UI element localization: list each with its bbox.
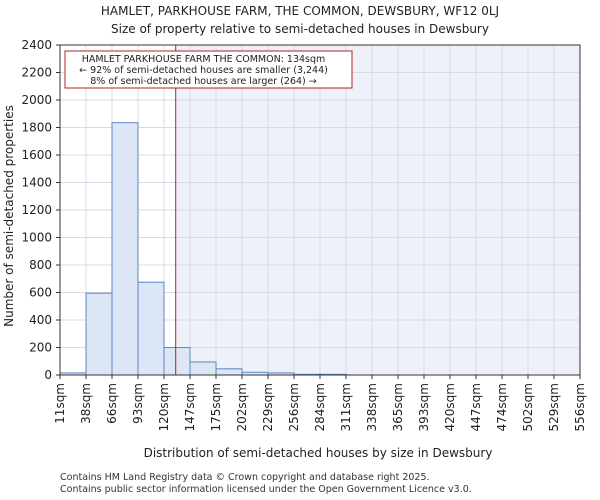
histogram-bar bbox=[111, 122, 139, 376]
y-tick-label: 1800 bbox=[21, 121, 52, 135]
x-tick-label: 502sqm bbox=[521, 383, 535, 431]
x-tick-label: 256sqm bbox=[287, 383, 301, 431]
x-tick-label: 474sqm bbox=[495, 383, 509, 431]
y-axis-label: Number of semi-detached properties bbox=[2, 105, 16, 327]
y-tick-label: 2200 bbox=[21, 66, 52, 80]
x-tick-label: 311sqm bbox=[339, 383, 353, 431]
x-tick-label: 202sqm bbox=[235, 383, 249, 431]
footer-line1: Contains HM Land Registry data © Crown c… bbox=[60, 472, 430, 483]
annotation-box bbox=[64, 50, 353, 89]
y-tick-label: 800 bbox=[29, 258, 52, 272]
annotation-line3: 8% of semi-detached houses are larger (2… bbox=[90, 76, 317, 87]
x-tick-label: 420sqm bbox=[443, 383, 457, 431]
x-tick-label: 38sqm bbox=[79, 383, 93, 424]
x-tick-label: 556sqm bbox=[573, 383, 587, 431]
x-tick-label: 11sqm bbox=[53, 383, 67, 424]
x-tick-label: 338sqm bbox=[365, 383, 379, 431]
x-axis-label: Distribution of semi-detached houses by … bbox=[144, 446, 493, 460]
x-tick-label: 393sqm bbox=[417, 383, 431, 431]
x-tick-label: 147sqm bbox=[183, 383, 197, 431]
x-tick-label: 175sqm bbox=[209, 383, 223, 431]
histogram-bar bbox=[215, 368, 243, 376]
x-tick-label: 365sqm bbox=[391, 383, 405, 431]
y-tick-label: 600 bbox=[29, 286, 52, 300]
x-tick-label: 120sqm bbox=[157, 383, 171, 431]
plot-area: 0 200 400 600 800 1000 1200 1400 1600 1800 2000 220… bbox=[21, 38, 587, 431]
x-tick-label: 284sqm bbox=[313, 383, 327, 431]
y-tick-label: 2400 bbox=[21, 38, 52, 52]
chart-title-line2: Size of property relative to semi-detach… bbox=[111, 22, 489, 36]
y-tick-label: 1400 bbox=[21, 176, 52, 190]
x-tick-label: 229sqm bbox=[261, 383, 275, 431]
chart-title-line1: HAMLET, PARKHOUSE FARM, THE COMMON, DEWS… bbox=[101, 4, 499, 18]
histogram-bar bbox=[137, 281, 165, 376]
x-tick-label: 529sqm bbox=[547, 383, 561, 431]
y-tick-label: 200 bbox=[29, 341, 52, 355]
x-tick-label: 93sqm bbox=[131, 383, 145, 424]
histogram-bar bbox=[85, 292, 113, 376]
histogram-bar bbox=[163, 347, 191, 376]
y-tick-label: 1000 bbox=[21, 231, 52, 245]
annotation-line2: ← 92% of semi-detached houses are smalle… bbox=[79, 65, 328, 76]
x-tick-label: 66sqm bbox=[105, 383, 119, 424]
x-tick-label: 447sqm bbox=[469, 383, 483, 431]
y-tick-label: 1200 bbox=[21, 203, 52, 217]
y-tick-label: 2000 bbox=[21, 93, 52, 107]
annotation-line1: HAMLET PARKHOUSE FARM THE COMMON: 134sqm bbox=[82, 54, 326, 65]
histogram-bar bbox=[189, 361, 217, 376]
y-tick-label: 400 bbox=[29, 313, 52, 327]
footer-line2: Contains public sector information licen… bbox=[60, 484, 472, 495]
y-tick-label: 0 bbox=[44, 368, 52, 382]
y-tick-label: 1600 bbox=[21, 148, 52, 162]
